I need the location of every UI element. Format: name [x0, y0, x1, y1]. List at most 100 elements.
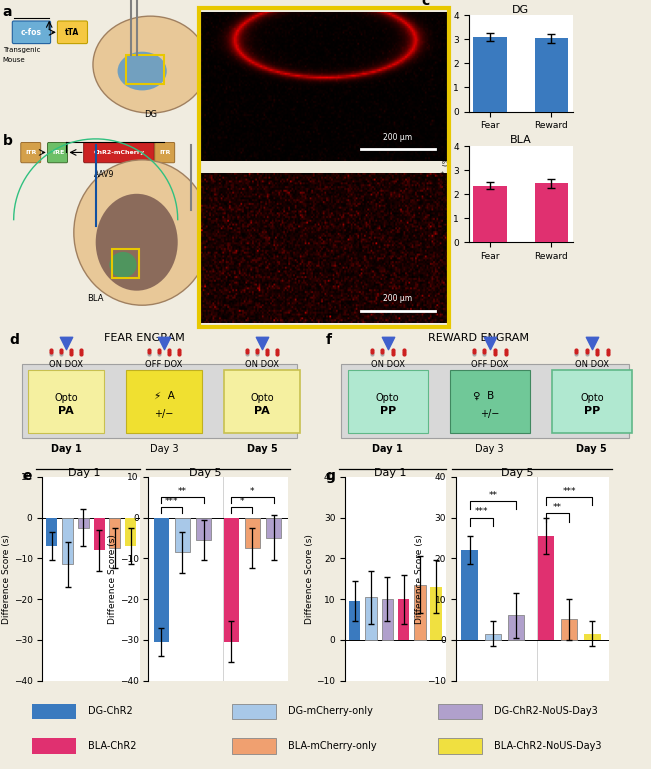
Text: Transgenic: Transgenic — [3, 47, 40, 53]
Text: ***: *** — [475, 508, 488, 516]
Text: Day 3: Day 3 — [475, 444, 504, 454]
Point — [154, 345, 164, 358]
Point — [581, 345, 592, 358]
Point — [46, 348, 56, 360]
Text: ON DOX: ON DOX — [245, 360, 279, 369]
Bar — [154, 518, 169, 642]
Point — [581, 343, 592, 355]
Point — [164, 348, 174, 360]
Point — [367, 343, 377, 355]
Text: e: e — [23, 469, 33, 483]
Text: b: b — [3, 134, 12, 148]
Bar — [430, 587, 442, 640]
Text: AAV9: AAV9 — [94, 169, 114, 178]
Bar — [62, 518, 73, 564]
Point — [398, 345, 409, 358]
FancyBboxPatch shape — [84, 142, 154, 163]
Point — [174, 343, 185, 355]
Bar — [398, 599, 409, 640]
Bar — [561, 620, 577, 640]
Y-axis label: mCherry$^+$ / DAPI$^+$ (%): mCherry$^+$ / DAPI$^+$ (%) — [441, 153, 452, 235]
Point — [242, 348, 252, 360]
Point — [383, 337, 393, 349]
Bar — [534, 183, 568, 242]
Point — [592, 345, 602, 358]
Point — [388, 348, 398, 360]
Point — [66, 345, 76, 358]
Title: DG: DG — [512, 5, 529, 15]
Ellipse shape — [109, 252, 137, 278]
FancyBboxPatch shape — [57, 21, 87, 44]
Text: PA: PA — [254, 406, 270, 417]
Text: FEAR ENGRAM: FEAR ENGRAM — [104, 334, 185, 344]
Point — [367, 348, 377, 360]
Bar — [21, 365, 297, 438]
Ellipse shape — [96, 194, 178, 291]
Text: a: a — [3, 5, 12, 19]
Text: ON DOX: ON DOX — [370, 360, 405, 369]
Point — [144, 343, 154, 355]
Point — [242, 345, 252, 358]
Text: DG-mCherry-only: DG-mCherry-only — [288, 706, 373, 717]
Point — [56, 345, 66, 358]
Point — [501, 345, 511, 358]
Text: ITR: ITR — [25, 150, 36, 155]
Point — [469, 343, 479, 355]
Point — [66, 343, 76, 355]
Text: Day 5: Day 5 — [577, 444, 607, 454]
Point — [398, 343, 409, 355]
Bar — [196, 518, 211, 540]
Text: Day 1: Day 1 — [51, 444, 81, 454]
Point — [490, 345, 501, 358]
Bar — [175, 518, 190, 552]
Point — [501, 343, 511, 355]
Text: Mouse: Mouse — [3, 57, 25, 62]
Text: 200 μm: 200 μm — [383, 133, 413, 142]
Point — [388, 345, 398, 358]
Bar — [32, 738, 76, 754]
Point — [377, 343, 387, 355]
Text: DG-ChR2: DG-ChR2 — [88, 706, 133, 717]
Text: Opto: Opto — [376, 393, 400, 403]
Text: c-fos: c-fos — [21, 28, 42, 37]
Text: f: f — [326, 334, 331, 348]
Point — [479, 343, 490, 355]
Point — [164, 343, 174, 355]
Bar — [414, 584, 426, 640]
Bar — [508, 615, 524, 640]
Point — [144, 345, 154, 358]
FancyBboxPatch shape — [450, 370, 530, 433]
Bar — [485, 634, 501, 640]
Point — [262, 343, 272, 355]
Text: Opto: Opto — [55, 393, 78, 403]
Point — [479, 345, 490, 358]
Ellipse shape — [74, 160, 210, 305]
Bar — [438, 704, 482, 719]
Point — [76, 343, 87, 355]
Point — [581, 348, 592, 360]
Point — [377, 348, 387, 360]
Point — [571, 345, 581, 358]
Point — [571, 343, 581, 355]
Point — [571, 348, 581, 360]
FancyBboxPatch shape — [48, 142, 68, 163]
Point — [262, 348, 272, 360]
Y-axis label: mCherry$^+$ / DAPI$^+$ (%): mCherry$^+$ / DAPI$^+$ (%) — [441, 22, 452, 105]
Text: Day 1: Day 1 — [374, 468, 407, 478]
Ellipse shape — [93, 16, 208, 113]
Point — [501, 348, 511, 360]
Point — [154, 348, 164, 360]
Bar — [538, 536, 554, 640]
Point — [66, 348, 76, 360]
Point — [174, 348, 185, 360]
Text: ♀  B: ♀ B — [473, 390, 494, 401]
Point — [76, 345, 87, 358]
Bar — [112, 248, 139, 278]
Text: Day 5: Day 5 — [501, 468, 534, 478]
Point — [56, 343, 66, 355]
Text: 200 μm: 200 μm — [383, 295, 413, 304]
Point — [367, 345, 377, 358]
Text: ***: *** — [165, 497, 178, 506]
Bar — [126, 55, 164, 84]
Text: Day 1: Day 1 — [372, 444, 403, 454]
